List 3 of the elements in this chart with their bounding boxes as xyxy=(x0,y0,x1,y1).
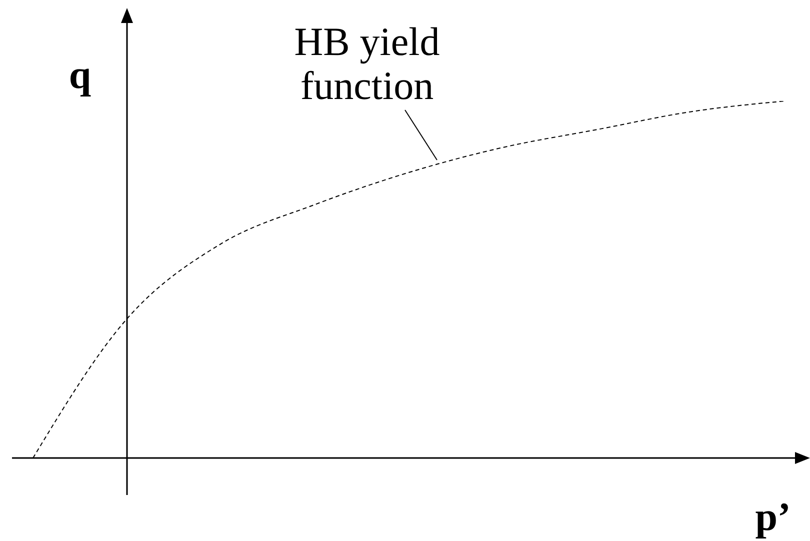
annotation: HB yield function xyxy=(294,19,440,108)
y-axis-title: q xyxy=(68,52,92,97)
x-axis-title: p’ xyxy=(755,494,791,539)
